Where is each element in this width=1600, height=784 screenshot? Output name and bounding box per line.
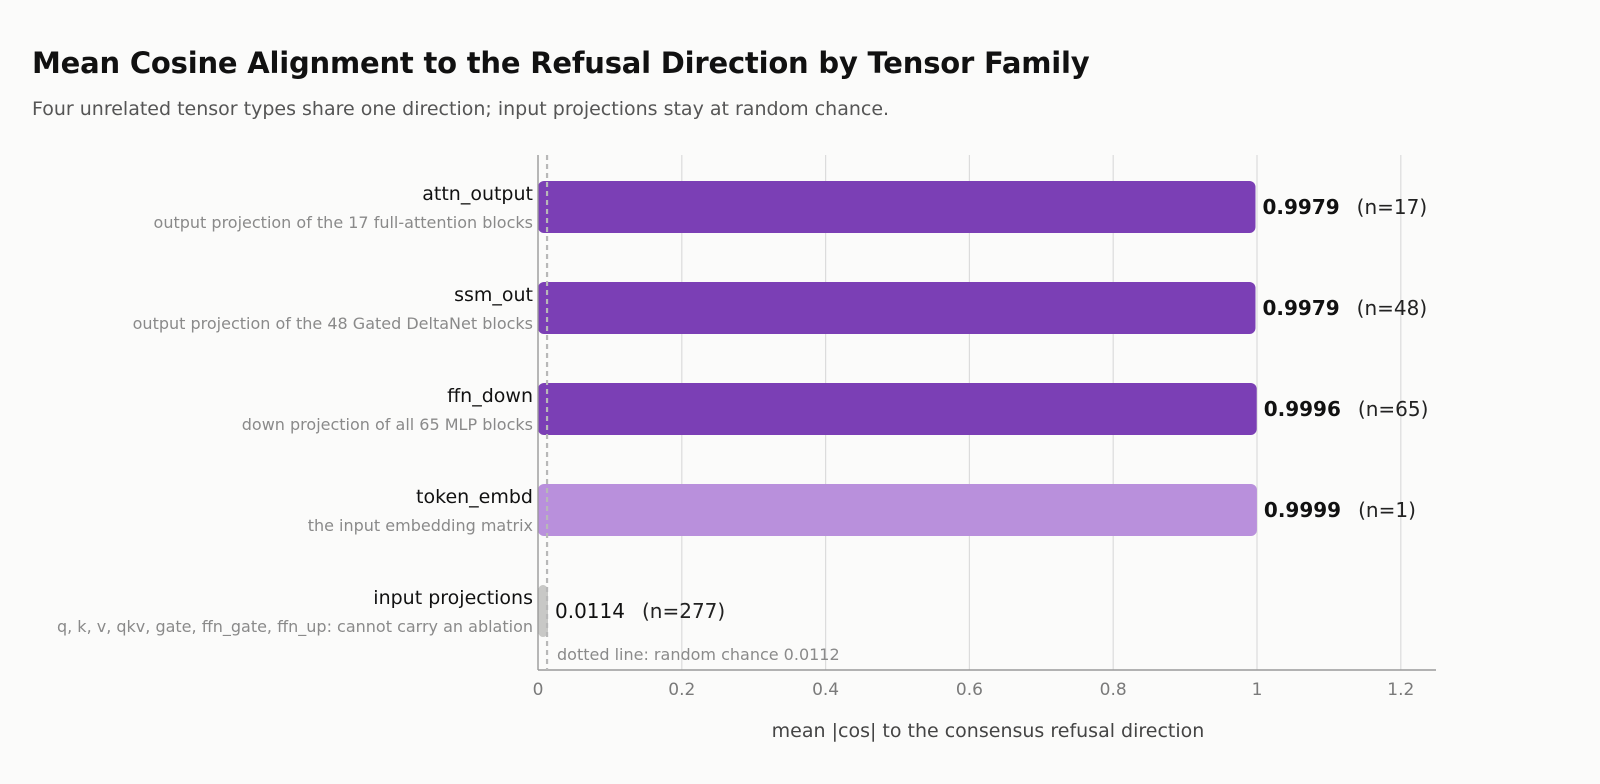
- count-label: (n=48): [1357, 296, 1428, 320]
- bar-token_embd: [538, 484, 1257, 536]
- category-label: ffn_down: [447, 385, 533, 407]
- bar-input-projections: [538, 585, 548, 637]
- chart-title: Mean Cosine Alignment to the Refusal Dir…: [32, 46, 1090, 80]
- category-label: token_embd: [416, 486, 533, 508]
- reference-line-label: dotted line: random chance 0.0112: [557, 645, 840, 664]
- bar-attn_output: [538, 181, 1256, 233]
- bars: [538, 181, 1257, 637]
- x-tick-label: 0.8: [1100, 680, 1127, 700]
- bar-ffn_down: [538, 383, 1257, 435]
- x-tick-label: 0.6: [956, 680, 983, 700]
- x-tick-label: 0: [533, 680, 544, 700]
- value-label: 0.9999: [1264, 498, 1341, 522]
- value-label: 0.0114: [555, 599, 625, 623]
- count-label: (n=1): [1358, 498, 1416, 522]
- bar-ssm_out: [538, 282, 1256, 334]
- category-description: output projection of the 17 full-attenti…: [154, 213, 533, 232]
- x-tick-label: 1: [1252, 680, 1263, 700]
- category-label: input projections: [373, 587, 533, 609]
- value-label: 0.9979: [1262, 195, 1339, 219]
- category-description: q, k, v, qkv, gate, ffn_gate, ffn_up: ca…: [57, 617, 533, 637]
- category-description: the input embedding matrix: [308, 516, 533, 535]
- chart-subtitle: Four unrelated tensor types share one di…: [32, 98, 890, 120]
- category-description: output projection of the 48 Gated DeltaN…: [133, 314, 533, 333]
- category-label: ssm_out: [454, 284, 533, 306]
- reference-line: dotted line: random chance 0.0112: [545, 155, 840, 670]
- value-label: 0.9996: [1264, 397, 1341, 421]
- value-labels: 0.9979 (n=17) 0.9979 (n=48) 0.9996 (n=65) 0.99…: [555, 195, 1428, 623]
- count-label: (n=17): [1357, 195, 1428, 219]
- count-label: (n=277): [642, 599, 725, 623]
- x-axis-title: mean |cos| to the consensus refusal dire…: [772, 720, 1205, 742]
- count-label: (n=65): [1358, 397, 1429, 421]
- x-axis: 0 0.2 0.4 0.6 0.8 1 1.2 mean |cos| to the conse…: [533, 155, 1436, 742]
- x-tick-label: 0.4: [812, 680, 839, 700]
- category-description: down projection of all 65 MLP blocks: [242, 415, 533, 434]
- x-tick-label: 0.2: [668, 680, 695, 700]
- x-tick-label: 1.2: [1387, 680, 1414, 700]
- category-label: attn_output: [422, 183, 533, 205]
- value-label: 0.9979: [1262, 296, 1339, 320]
